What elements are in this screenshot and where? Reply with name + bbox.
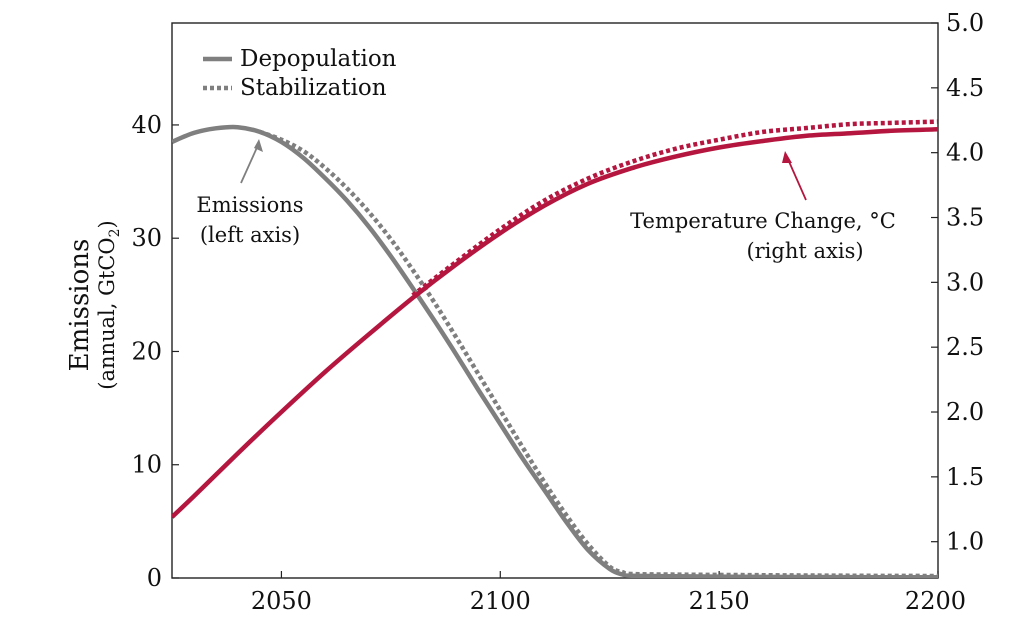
series-layer (172, 119, 938, 578)
left-y-tick-label: 20 (131, 337, 162, 365)
legend-label-stabilization: Stabilization (240, 75, 387, 101)
right-y-tick-label: 5.0 (946, 9, 984, 37)
series-temperature-depopulation (172, 127, 938, 519)
temperature-annotation-arrow (786, 156, 807, 201)
annotations: Emissions (left axis) Temperature Change… (196, 139, 896, 263)
right-y-tick-label: 2.0 (946, 398, 984, 426)
left-y-tick-label: 10 (131, 451, 162, 479)
left-y-tick-label: 40 (131, 111, 162, 139)
left-axis-title-subscript: 2 (107, 228, 123, 237)
legend-label-depopulation: Depopulation (240, 46, 397, 72)
emissions-annotation-line-1: Emissions (196, 193, 303, 217)
right-y-tick-label: 4.0 (946, 139, 984, 167)
right-y-tick-label: 4.5 (946, 74, 984, 102)
left-y-tick-label: 30 (131, 224, 162, 252)
emissions-annotation-arrow (240, 142, 260, 184)
right-y-axis: 1.0 1.5 2.0 2.5 3.0 3.5 4.0 4.5 5.0 (931, 9, 984, 556)
temperature-annotation-arrowhead (782, 151, 792, 163)
series-emissions-stabilization (258, 129, 938, 578)
left-axis-title-close: ) (95, 220, 119, 228)
right-y-tick-label: 1.5 (946, 463, 984, 491)
x-tick-label: 2200 (905, 587, 966, 615)
left-axis-title: Emissions (annual, GtCO2) (65, 220, 123, 390)
x-tick-label: 2100 (470, 587, 531, 615)
emissions-annotation-line-2: (left axis) (200, 223, 300, 247)
temperature-annotation-line-2: (right axis) (746, 239, 863, 263)
left-axis-title-sub-text: (annual, GtCO (95, 237, 119, 389)
right-y-tick-label: 3.0 (946, 268, 984, 296)
plot-frame (171, 22, 939, 579)
plot-area (171, 22, 939, 579)
x-tick-label: 2150 (689, 587, 750, 615)
left-axis-title-sub: (annual, GtCO2) (95, 220, 123, 390)
temperature-annotation-line-1: Temperature Change, °C (630, 209, 896, 233)
left-axis-title-main: Emissions (65, 239, 95, 372)
x-tick-label: 2050 (251, 587, 312, 615)
legend: Depopulation Stabilization (203, 46, 397, 101)
left-y-tick-label: 0 (147, 564, 162, 592)
left-y-axis: 0 10 20 30 40 (131, 111, 179, 592)
right-y-tick-label: 2.5 (946, 333, 984, 361)
emissions-annotation-arrowhead (254, 139, 263, 152)
x-axis: 2050 2100 2150 2200 (251, 571, 966, 615)
series-temperature-stabilization (411, 119, 938, 298)
right-y-tick-label: 3.5 (946, 204, 984, 232)
right-y-tick-label: 1.0 (946, 528, 984, 556)
